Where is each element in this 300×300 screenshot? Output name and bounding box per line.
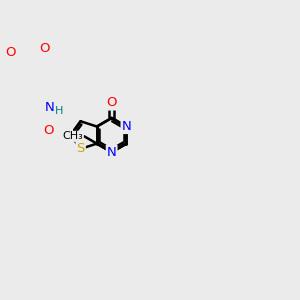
Text: O: O xyxy=(39,42,50,55)
Text: N: N xyxy=(45,101,54,114)
Text: O: O xyxy=(5,46,16,59)
Text: N: N xyxy=(107,146,116,159)
Text: O: O xyxy=(106,97,117,110)
Text: H: H xyxy=(55,106,64,116)
Text: N: N xyxy=(122,120,131,133)
Text: CH₃: CH₃ xyxy=(62,131,83,141)
Text: O: O xyxy=(43,124,54,136)
Text: S: S xyxy=(76,142,85,155)
